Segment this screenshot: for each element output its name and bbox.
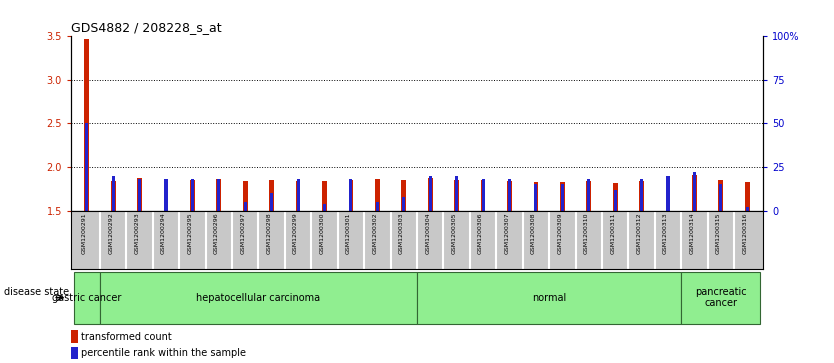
Text: GSM1200312: GSM1200312 <box>636 212 641 254</box>
Text: GSM1200311: GSM1200311 <box>610 212 615 254</box>
Bar <box>71 347 78 359</box>
Bar <box>349 179 353 211</box>
Text: GDS4882 / 208228_s_at: GDS4882 / 208228_s_at <box>71 21 222 34</box>
Bar <box>217 179 221 211</box>
Text: GSM1200294: GSM1200294 <box>161 212 166 254</box>
FancyBboxPatch shape <box>100 272 417 324</box>
Bar <box>270 193 274 211</box>
Bar <box>666 178 671 211</box>
Bar <box>323 204 326 211</box>
Text: disease state: disease state <box>3 287 68 297</box>
Text: GSM1200293: GSM1200293 <box>134 212 139 254</box>
Bar <box>481 179 485 211</box>
Bar <box>746 207 749 211</box>
Text: GSM1200316: GSM1200316 <box>742 212 747 254</box>
Bar <box>191 179 194 211</box>
Text: GSM1200315: GSM1200315 <box>716 212 721 254</box>
Text: GSM1200292: GSM1200292 <box>108 212 113 254</box>
Bar <box>560 182 565 211</box>
FancyBboxPatch shape <box>681 272 761 324</box>
Bar <box>480 180 485 211</box>
Text: GSM1200310: GSM1200310 <box>584 212 589 254</box>
Bar <box>243 181 248 211</box>
Text: GSM1200299: GSM1200299 <box>293 212 298 254</box>
Bar <box>296 181 300 211</box>
Bar <box>164 179 168 211</box>
Bar <box>429 176 432 211</box>
Bar <box>718 180 723 211</box>
Text: GSM1200305: GSM1200305 <box>452 212 457 254</box>
Text: gastric cancer: gastric cancer <box>52 293 122 303</box>
Bar <box>112 176 115 211</box>
Text: GSM1200309: GSM1200309 <box>557 212 562 254</box>
Bar <box>244 202 247 211</box>
Bar <box>84 39 89 211</box>
Bar <box>534 182 538 211</box>
Bar <box>402 197 405 211</box>
Text: normal: normal <box>532 293 566 303</box>
Bar <box>297 179 299 211</box>
Bar <box>138 179 141 211</box>
Bar <box>666 176 670 211</box>
Text: GSM1200300: GSM1200300 <box>319 212 324 254</box>
Bar <box>586 181 591 211</box>
Bar <box>560 184 564 211</box>
Bar <box>455 176 458 211</box>
Bar <box>401 180 406 211</box>
Bar <box>85 123 88 211</box>
Text: transformed count: transformed count <box>81 332 172 342</box>
Text: GSM1200303: GSM1200303 <box>399 212 404 254</box>
FancyBboxPatch shape <box>73 272 100 324</box>
Bar <box>639 181 644 211</box>
Text: GSM1200313: GSM1200313 <box>663 212 668 254</box>
Bar <box>163 180 168 211</box>
Text: GSM1200302: GSM1200302 <box>372 212 377 254</box>
Bar <box>190 180 195 211</box>
Bar <box>508 179 511 211</box>
Text: percentile rank within the sample: percentile rank within the sample <box>81 348 246 358</box>
Text: GSM1200301: GSM1200301 <box>346 212 351 254</box>
Bar <box>587 179 590 211</box>
Text: GSM1200291: GSM1200291 <box>82 212 87 254</box>
Text: hepatocellular carcinoma: hepatocellular carcinoma <box>197 293 320 303</box>
Bar <box>428 178 433 211</box>
Bar <box>614 189 616 211</box>
Bar <box>322 181 327 211</box>
Text: GSM1200304: GSM1200304 <box>425 212 430 254</box>
Bar <box>138 178 142 211</box>
Text: GSM1200295: GSM1200295 <box>188 212 193 254</box>
Bar <box>507 181 512 211</box>
Text: GSM1200307: GSM1200307 <box>505 212 510 254</box>
Bar <box>349 180 354 211</box>
Bar <box>640 179 643 211</box>
Text: GSM1200298: GSM1200298 <box>267 212 272 254</box>
Text: GSM1200297: GSM1200297 <box>240 212 245 254</box>
Bar <box>455 180 459 211</box>
Bar <box>111 181 116 211</box>
Bar <box>719 184 722 211</box>
Bar <box>613 183 617 211</box>
Bar <box>376 202 379 211</box>
Bar <box>692 175 696 211</box>
Bar <box>218 179 220 211</box>
Bar <box>535 184 537 211</box>
Bar <box>375 179 379 211</box>
Bar <box>269 180 274 211</box>
Text: pancreatic
cancer: pancreatic cancer <box>695 287 746 309</box>
Text: GSM1200314: GSM1200314 <box>690 212 695 254</box>
Text: GSM1200308: GSM1200308 <box>531 212 536 254</box>
Text: GSM1200306: GSM1200306 <box>478 212 483 254</box>
Text: GSM1200296: GSM1200296 <box>214 212 219 254</box>
FancyBboxPatch shape <box>417 272 681 324</box>
Bar <box>71 330 78 343</box>
Bar <box>745 182 750 211</box>
Bar <box>693 172 696 211</box>
